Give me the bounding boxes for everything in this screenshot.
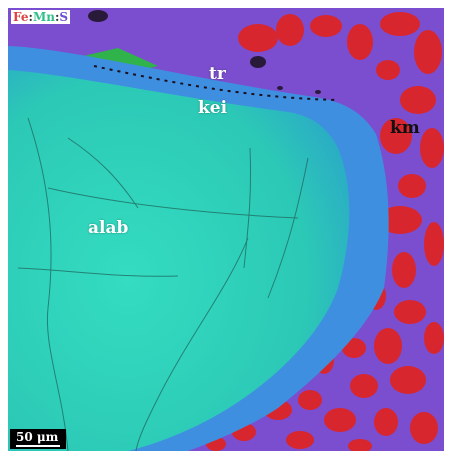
kamacite-grains (206, 12, 444, 451)
legend-separator-1: : (28, 10, 33, 24)
scale-bar-label: 50 μm (16, 430, 59, 444)
scale-bar: 50 μm (10, 429, 66, 449)
legend-s: S (59, 10, 69, 24)
element-map-image: Fe:Mn:S tr kei km alab 50 μm (8, 8, 444, 451)
legend-mn: Mn (32, 10, 55, 24)
element-legend: Fe:Mn:S (11, 10, 71, 24)
label-keilite: kei (198, 98, 228, 118)
legend-fe: Fe (13, 10, 29, 24)
label-kamacite: km (390, 118, 420, 138)
scale-bar-line (16, 445, 60, 447)
element-map-graphic (8, 8, 444, 451)
legend-separator-2: : (54, 10, 60, 24)
void-spots (88, 10, 321, 94)
alabandite-grain (8, 70, 350, 451)
fracture-lines (17, 117, 309, 451)
label-alabandite: alab (88, 218, 129, 238)
label-troilite: tr (209, 64, 226, 84)
